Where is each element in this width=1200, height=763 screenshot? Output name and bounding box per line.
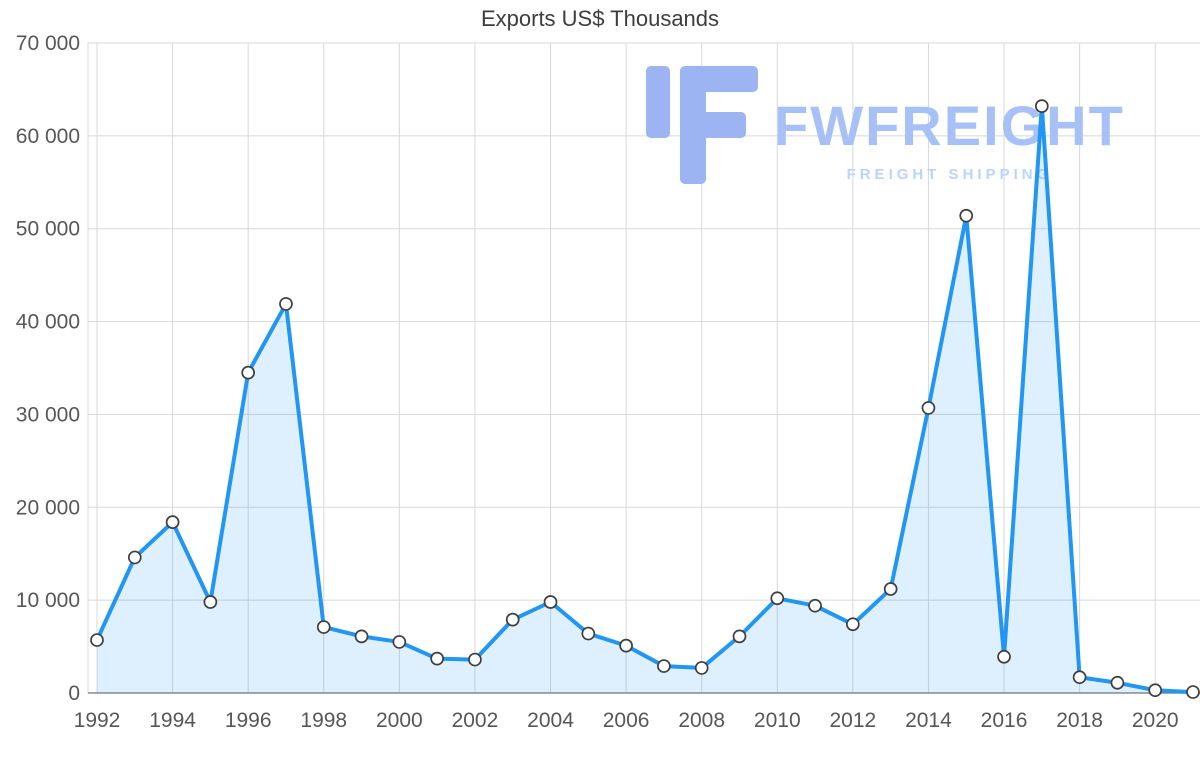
svg-text:2008: 2008 <box>678 709 725 732</box>
svg-text:70 000: 70 000 <box>16 32 80 55</box>
svg-text:50 000: 50 000 <box>16 218 80 241</box>
svg-text:2010: 2010 <box>754 709 801 732</box>
svg-text:2018: 2018 <box>1056 709 1103 732</box>
chart-title: Exports US$ Thousands <box>480 6 720 31</box>
svg-text:2012: 2012 <box>830 709 877 732</box>
svg-text:60 000: 60 000 <box>16 125 80 148</box>
svg-text:2004: 2004 <box>527 709 574 732</box>
svg-text:30 000: 30 000 <box>16 403 80 426</box>
svg-text:2014: 2014 <box>905 709 952 732</box>
svg-text:20 000: 20 000 <box>16 496 80 519</box>
svg-text:2006: 2006 <box>603 709 650 732</box>
svg-text:1998: 1998 <box>300 709 347 732</box>
svg-text:2002: 2002 <box>452 709 499 732</box>
svg-text:1996: 1996 <box>225 709 272 732</box>
svg-text:1992: 1992 <box>74 709 121 732</box>
svg-text:40 000: 40 000 <box>16 311 80 334</box>
svg-text:1994: 1994 <box>149 709 196 732</box>
svg-text:0: 0 <box>68 682 80 705</box>
svg-text:2000: 2000 <box>376 709 423 732</box>
svg-text:2016: 2016 <box>981 709 1028 732</box>
svg-text:10 000: 10 000 <box>16 589 80 612</box>
svg-text:2020: 2020 <box>1132 709 1179 732</box>
